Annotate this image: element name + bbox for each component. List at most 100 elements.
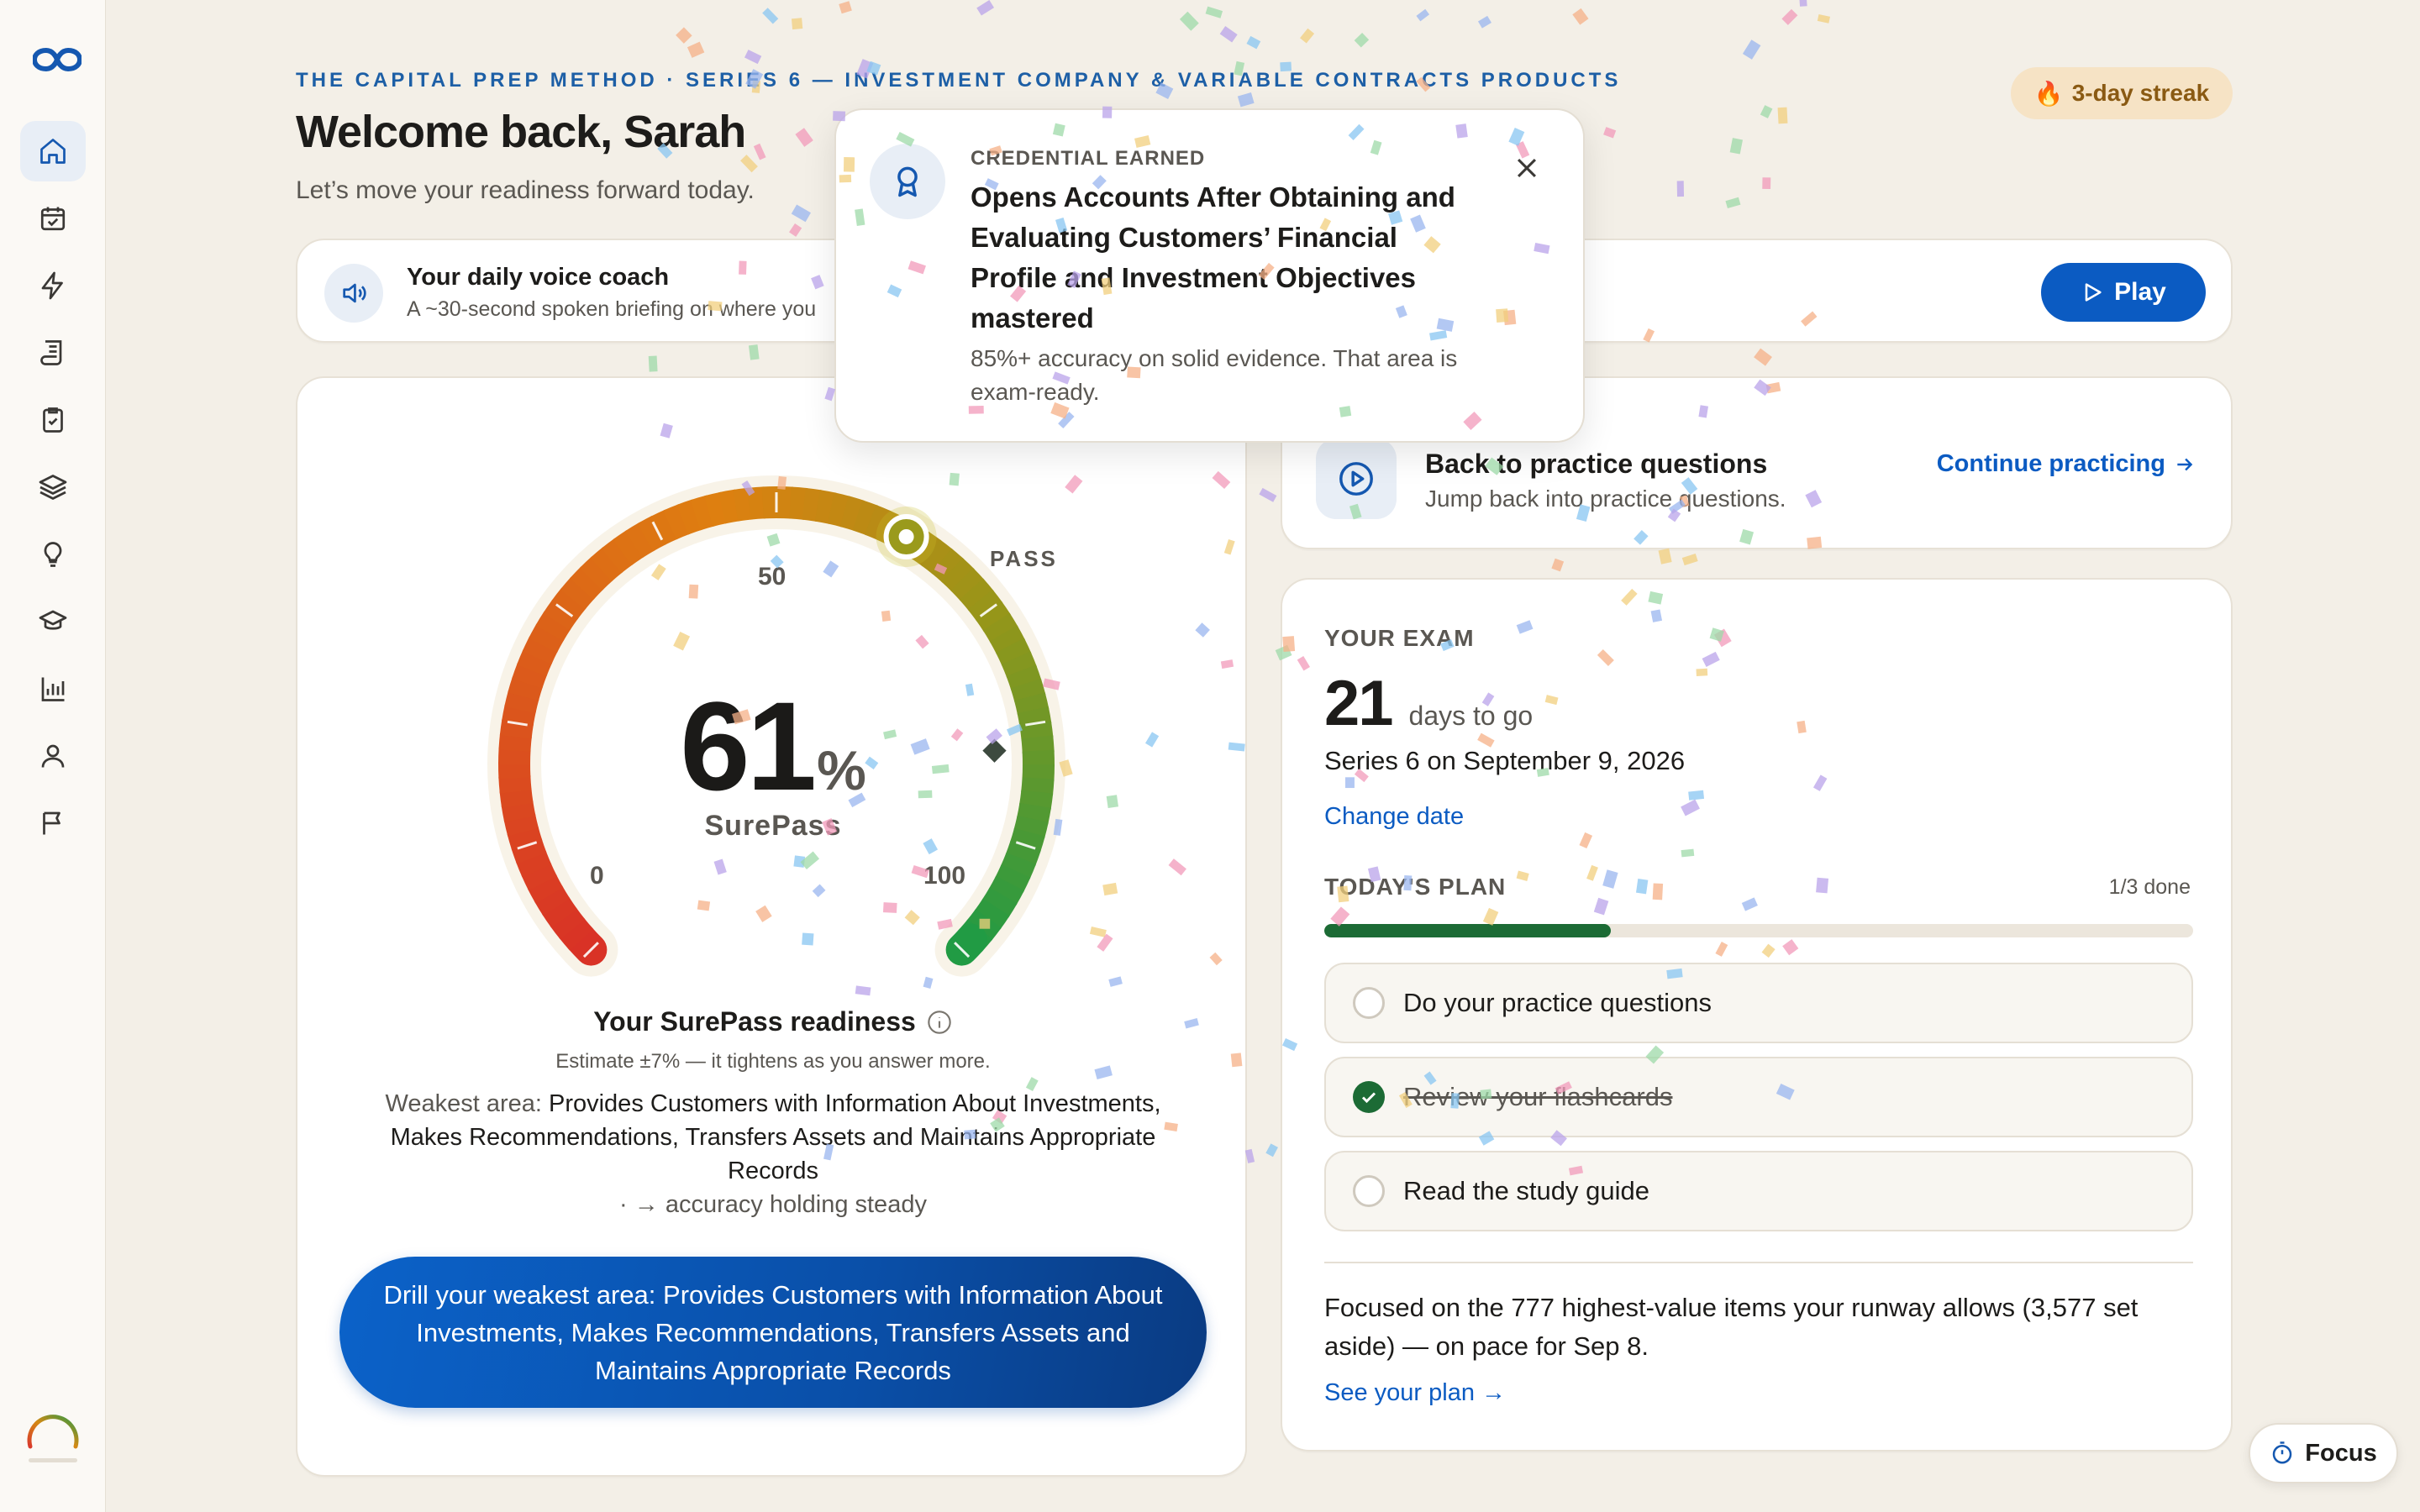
timer-icon	[2273, 1441, 2292, 1464]
gauge-arc-segment	[747, 486, 766, 520]
task-practice-questions[interactable]: Do your practice questions	[1324, 963, 2193, 1043]
confetti-piece	[676, 27, 692, 44]
gauge-arc-segment	[852, 500, 879, 536]
gauge-arc-segment	[624, 522, 655, 559]
readiness-value: 61%	[297, 674, 1249, 819]
sidebar-item-quick-practice[interactable]	[20, 255, 86, 316]
gauge-arc-segment	[527, 874, 564, 904]
confetti-piece	[1754, 348, 1772, 366]
gauge-arc-segment	[950, 567, 985, 601]
confetti-piece	[1205, 6, 1223, 18]
close-icon[interactable]	[1512, 154, 1541, 182]
info-icon[interactable]	[926, 1009, 953, 1036]
readiness-ring-icon[interactable]	[24, 1404, 82, 1463]
see-plan-link[interactable]: See your plan →	[1324, 1379, 1507, 1406]
gauge-arc-segment	[650, 509, 679, 545]
gauge-arc-segment	[551, 587, 587, 620]
practice-title: Back to practice questions	[1425, 449, 1768, 479]
program-eyebrow: THE CAPITAL PREP METHOD · SERIES 6 — INV…	[296, 69, 1622, 92]
confetti-piece	[1477, 15, 1491, 29]
confetti-piece	[789, 223, 802, 237]
gauge-arc-segment	[940, 558, 975, 592]
plan-progress-count: 1/3 done	[2108, 875, 2191, 899]
sidebar-item-analytics[interactable]	[20, 659, 86, 719]
task-review-flashcards[interactable]: Review your flashcards	[1324, 1057, 2193, 1137]
gauge-knob-center	[898, 528, 914, 544]
drill-weakest-area-button[interactable]: Drill your weakest area: Provides Custom…	[339, 1257, 1207, 1408]
days-to-go: 21 days to go	[1324, 667, 1533, 740]
readiness-title-text: Your SurePass readiness	[593, 1006, 916, 1037]
sidebar-item-home[interactable]	[20, 121, 86, 181]
focus-mode-button[interactable]: Focus	[2249, 1423, 2398, 1483]
confetti-piece	[1798, 0, 1807, 7]
voice-coach-subtitle: A ~30-second spoken briefing on where yo…	[407, 297, 817, 321]
confetti-piece	[1265, 1143, 1278, 1158]
sidebar-item-study-guide[interactable]	[20, 323, 86, 383]
credential-earned-toast: CREDENTIAL EARNED Opens Accounts After O…	[834, 108, 1585, 443]
gauge-tick-mid: 50	[758, 563, 786, 591]
sidebar-item-profile[interactable]	[20, 726, 86, 786]
confetti-piece	[762, 8, 779, 24]
check-icon	[1361, 1092, 1376, 1104]
gauge-tick	[582, 942, 599, 958]
gauge-tick	[555, 603, 574, 617]
confetti-piece	[839, 1, 852, 14]
gauge-tick	[1015, 841, 1036, 850]
sidebar-item-calendar[interactable]	[20, 188, 86, 249]
sidebar-item-courses[interactable]	[20, 591, 86, 652]
continue-practicing-link[interactable]: Continue practicing	[1937, 450, 2196, 478]
play-button[interactable]: Play	[2041, 263, 2206, 322]
confetti-piece	[1237, 92, 1255, 108]
todays-plan-label: TODAY'S PLAN	[1324, 874, 1507, 900]
layers-icon	[39, 475, 67, 500]
confetti-piece	[648, 355, 658, 372]
gauge-arc-segment	[1005, 840, 1041, 867]
readiness-percent-sign: %	[817, 739, 866, 801]
confetti-piece	[1354, 33, 1370, 48]
flag-icon	[43, 811, 60, 835]
gauge-tick	[507, 720, 528, 727]
lightning-icon	[41, 271, 63, 300]
gauge-arc-segment	[516, 649, 553, 677]
streak-badge: 🔥 3-day streak	[2011, 67, 2233, 119]
continue-practicing-label: Continue practicing	[1936, 450, 2165, 477]
days-number: 21	[1324, 668, 1394, 739]
readiness-estimate: Estimate ±7% — it tightens as you answer…	[555, 1050, 991, 1073]
task-study-guide[interactable]: Read the study guide	[1324, 1151, 2193, 1231]
sidebar-item-exams[interactable]	[20, 390, 86, 450]
gauge-arc-segment	[521, 862, 557, 891]
days-text: days to go	[1408, 701, 1534, 731]
sidebar-item-flashcards[interactable]	[20, 457, 86, 517]
confetti-piece	[1760, 105, 1773, 118]
task-checkbox[interactable]	[1353, 1175, 1385, 1207]
page-subtitle: Let’s move your readiness forward today.	[296, 176, 755, 204]
task-label: Read the study guide	[1403, 1176, 1649, 1205]
confetti-piece	[1725, 197, 1741, 209]
voice-coach-title: Your daily voice coach	[407, 264, 670, 291]
confetti-piece	[1777, 107, 1788, 124]
sidebar-item-concepts[interactable]	[20, 524, 86, 585]
task-label: Review your flashcards	[1403, 1082, 1673, 1111]
change-date-link[interactable]: Change date	[1324, 803, 1465, 830]
user-icon	[41, 744, 65, 768]
gauge-arc-segment	[550, 907, 586, 940]
app-logo-icon[interactable]	[33, 47, 82, 72]
gauge-arc-segment	[814, 490, 837, 524]
gauge-arc-segment	[535, 611, 571, 642]
sidebar	[0, 0, 106, 1512]
task-checkbox[interactable]	[1353, 987, 1385, 1019]
sidebar-item-goals[interactable]	[20, 793, 86, 853]
gauge-arc-segment	[676, 499, 702, 535]
confetti-piece	[1658, 548, 1672, 564]
gauge-arc-segment	[776, 486, 793, 519]
gauge-arc-segment	[981, 887, 1018, 918]
confetti-piece	[1551, 558, 1565, 572]
graduation-cap-icon	[39, 610, 67, 630]
gauge-arc-segment	[590, 547, 623, 582]
confetti-piece	[1817, 13, 1831, 24]
task-checkbox-checked[interactable]	[1353, 1081, 1385, 1113]
confetti-piece	[1219, 26, 1238, 43]
practice-subtitle: Jump back into practice questions.	[1425, 486, 1786, 512]
gauge-arc-segment	[974, 898, 1010, 930]
gauge-arc-segment	[522, 636, 559, 664]
